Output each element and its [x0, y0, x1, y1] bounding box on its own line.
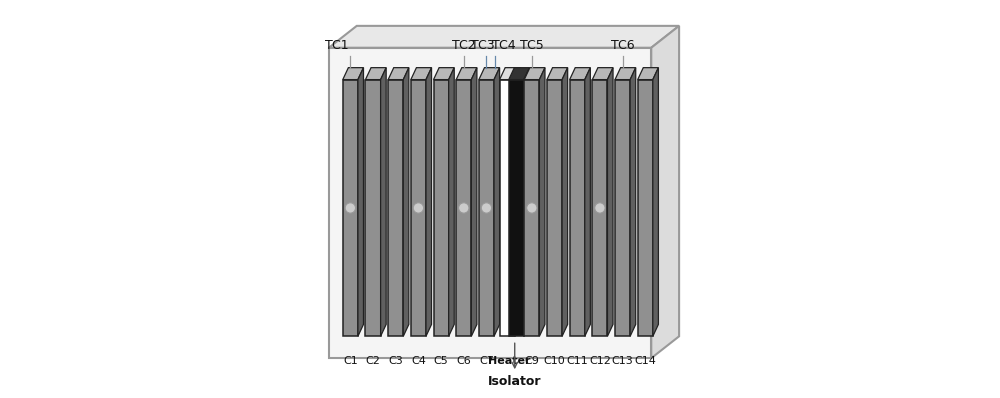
- Polygon shape: [434, 68, 454, 80]
- Bar: [638, 80, 653, 336]
- Circle shape: [459, 203, 469, 213]
- Polygon shape: [471, 68, 477, 336]
- Polygon shape: [365, 68, 386, 80]
- Polygon shape: [607, 68, 613, 336]
- Polygon shape: [547, 68, 568, 80]
- Bar: [343, 80, 358, 336]
- Polygon shape: [500, 68, 520, 80]
- Polygon shape: [494, 68, 500, 336]
- Polygon shape: [592, 68, 613, 80]
- Polygon shape: [585, 68, 590, 336]
- Bar: [615, 80, 630, 336]
- Polygon shape: [456, 68, 477, 80]
- Polygon shape: [358, 68, 363, 336]
- Bar: [479, 80, 494, 336]
- Bar: [434, 80, 449, 336]
- Polygon shape: [653, 68, 658, 336]
- Text: C4: C4: [411, 356, 426, 366]
- Circle shape: [595, 203, 605, 213]
- Polygon shape: [539, 68, 545, 336]
- Polygon shape: [651, 26, 679, 358]
- Bar: [500, 80, 515, 336]
- Bar: [509, 80, 524, 336]
- Polygon shape: [615, 68, 636, 80]
- Text: C1: C1: [343, 356, 358, 366]
- Polygon shape: [515, 68, 520, 336]
- Text: C5: C5: [434, 356, 448, 366]
- Text: Isolator: Isolator: [488, 375, 541, 388]
- Polygon shape: [509, 68, 529, 80]
- Text: C12: C12: [589, 356, 611, 366]
- Polygon shape: [343, 68, 363, 80]
- Text: TC4: TC4: [492, 39, 516, 52]
- Bar: [592, 80, 607, 336]
- Bar: [570, 80, 585, 336]
- Bar: [365, 80, 381, 336]
- Circle shape: [413, 203, 424, 213]
- Text: TC5: TC5: [520, 39, 544, 52]
- Polygon shape: [638, 68, 658, 80]
- Polygon shape: [524, 68, 545, 80]
- Text: C14: C14: [634, 356, 656, 366]
- Text: TC2: TC2: [452, 39, 476, 52]
- Polygon shape: [449, 68, 454, 336]
- Bar: [547, 80, 562, 336]
- Text: C13: C13: [612, 356, 633, 366]
- Text: C2: C2: [366, 356, 380, 366]
- Bar: [388, 80, 403, 336]
- Text: C3: C3: [388, 356, 403, 366]
- Polygon shape: [630, 68, 636, 336]
- Circle shape: [345, 203, 356, 213]
- Bar: [456, 80, 471, 336]
- Polygon shape: [524, 68, 529, 336]
- Text: Heater: Heater: [488, 356, 530, 366]
- Bar: [411, 80, 426, 336]
- Polygon shape: [426, 68, 432, 336]
- Bar: [329, 48, 651, 358]
- Polygon shape: [411, 68, 432, 80]
- Polygon shape: [570, 68, 590, 80]
- Polygon shape: [388, 68, 409, 80]
- Polygon shape: [403, 68, 409, 336]
- Polygon shape: [562, 68, 568, 336]
- Text: C7: C7: [479, 356, 494, 366]
- Polygon shape: [329, 26, 679, 48]
- Text: TC1: TC1: [325, 39, 348, 52]
- Text: C6: C6: [456, 356, 471, 366]
- Circle shape: [527, 203, 537, 213]
- Polygon shape: [479, 68, 500, 80]
- Bar: [524, 80, 539, 336]
- Text: TC3: TC3: [471, 39, 494, 52]
- Text: TC6: TC6: [611, 39, 634, 52]
- Circle shape: [481, 203, 492, 213]
- Text: C9: C9: [524, 356, 539, 366]
- Polygon shape: [381, 68, 386, 336]
- Text: C10: C10: [544, 356, 565, 366]
- Text: C11: C11: [566, 356, 588, 366]
